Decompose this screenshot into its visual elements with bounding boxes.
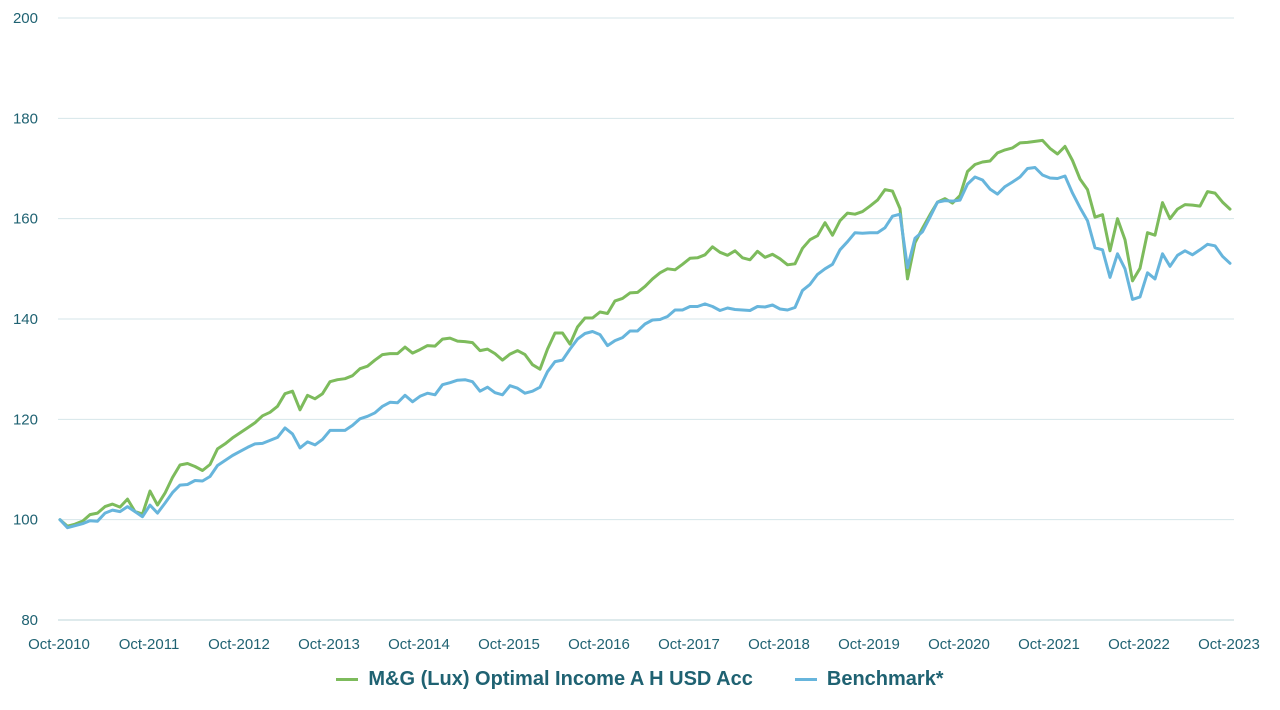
legend-item-fund: M&G (Lux) Optimal Income A H USD Acc bbox=[336, 668, 753, 691]
x-tick-label: Oct-2010 bbox=[28, 636, 90, 653]
y-tick-label: 200 bbox=[13, 10, 38, 27]
x-tick-label: Oct-2015 bbox=[478, 636, 540, 653]
legend: M&G (Lux) Optimal Income A H USD Acc Ben… bbox=[0, 668, 1280, 691]
legend-label-benchmark: Benchmark* bbox=[826, 668, 944, 690]
series-line-benchmark bbox=[58, 166, 1232, 530]
x-tick-label: Oct-2014 bbox=[388, 636, 450, 653]
x-tick-label: Oct-2016 bbox=[568, 636, 630, 653]
legend-label-fund: M&G (Lux) Optimal Income A H USD Acc bbox=[368, 668, 753, 690]
y-axis-ticks: 80 100 120 140 160 180 200 bbox=[13, 10, 38, 629]
x-tick-label: Oct-2012 bbox=[208, 636, 270, 653]
x-tick-label: Oct-2018 bbox=[748, 636, 810, 653]
x-tick-label: Oct-2011 bbox=[119, 636, 180, 653]
y-tick-label: 180 bbox=[13, 110, 38, 127]
legend-swatch-benchmark bbox=[794, 678, 817, 681]
series-line-fund bbox=[58, 138, 1232, 528]
series-lines bbox=[58, 138, 1232, 530]
x-tick-label: Oct-2022 bbox=[1108, 636, 1170, 653]
y-tick-label: 160 bbox=[13, 211, 38, 228]
y-tick-label: 100 bbox=[13, 512, 38, 529]
x-tick-label: Oct-2017 bbox=[658, 636, 720, 653]
gridlines bbox=[58, 17, 1234, 621]
x-tick-label: Oct-2023 bbox=[1198, 636, 1260, 653]
y-tick-label: 120 bbox=[13, 411, 38, 428]
x-tick-label: Oct-2021 bbox=[1018, 636, 1080, 653]
x-tick-label: Oct-2019 bbox=[838, 636, 900, 653]
legend-swatch-fund bbox=[336, 678, 359, 681]
legend-item-benchmark: Benchmark* bbox=[794, 668, 944, 691]
x-tick-label: Oct-2013 bbox=[298, 636, 360, 653]
x-axis-ticks: Oct-2010 Oct-2011 Oct-2012 Oct-2013 Oct-2014… bbox=[28, 636, 1260, 653]
x-tick-label: Oct-2020 bbox=[928, 636, 990, 653]
y-tick-label: 80 bbox=[21, 612, 38, 629]
y-tick-label: 140 bbox=[13, 311, 38, 328]
